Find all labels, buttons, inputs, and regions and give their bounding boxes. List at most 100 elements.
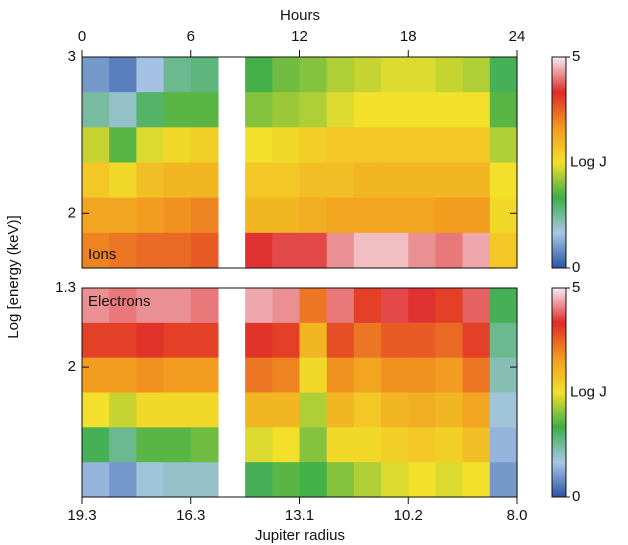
heatmap-cell (462, 92, 491, 128)
heatmap-cell (190, 322, 219, 359)
heatmap-cell (272, 232, 301, 269)
x-tick-label: 19.3 (67, 507, 96, 524)
heatmap-cell (435, 197, 464, 234)
heatmap-cell (435, 427, 464, 463)
heatmap-cell (299, 322, 328, 359)
heatmap-cell (82, 127, 110, 164)
panel-label: Ions (88, 246, 116, 263)
heatmap-cell (326, 232, 355, 269)
x-tick-label: 13.1 (285, 507, 314, 524)
y-tick-label: 1.3 (55, 279, 76, 296)
heatmap-cell (190, 357, 219, 394)
heatmap-cell (489, 392, 518, 428)
heatmap-cell (163, 357, 192, 394)
x-tick-label: 12 (291, 28, 308, 45)
heatmap-cell (489, 57, 518, 93)
heatmap-cell (381, 92, 409, 128)
heatmap-cell (82, 162, 110, 199)
heatmap-cell (136, 288, 165, 324)
heatmap-cell (109, 197, 137, 234)
heatmap-cell (326, 57, 355, 93)
heatmap-cell (381, 427, 409, 463)
heatmap-cell (489, 92, 518, 128)
colorbar-tick-label: 0 (572, 488, 580, 505)
heatmap-cell (381, 57, 409, 93)
heatmap-cell (82, 232, 110, 269)
heatmap-cell (353, 232, 382, 269)
heatmap-cell (109, 92, 137, 128)
heatmap-cell (408, 288, 437, 324)
heatmap-cell (245, 427, 273, 463)
heatmap-cell (136, 197, 165, 234)
heatmap-cell (435, 462, 464, 498)
heatmap-cell (245, 322, 273, 359)
colorbar-label: Log J (570, 383, 607, 400)
heatmap-cell (353, 357, 382, 394)
heatmap-cell (109, 392, 137, 428)
heatmap-cell (326, 162, 355, 199)
heatmap-cell (190, 427, 219, 463)
heatmap-cell (381, 288, 409, 324)
heatmap-cell (435, 357, 464, 394)
x-tick-label: 16.3 (176, 507, 205, 524)
heatmap-cell (163, 427, 192, 463)
heatmap-cell (299, 357, 328, 394)
heatmap-cell (82, 462, 110, 498)
heatmap-cell (353, 462, 382, 498)
heatmap-cell (462, 288, 491, 324)
heatmap-cell (163, 322, 192, 359)
heatmap-cell (245, 127, 273, 164)
heatmap-cell (408, 162, 437, 199)
heatmap-cell (190, 462, 219, 498)
heatmap-cell (272, 127, 301, 164)
heatmap-cell (163, 288, 192, 324)
heatmap-cell (462, 127, 491, 164)
heatmap-cell (109, 357, 137, 394)
heatmap-cell (408, 127, 437, 164)
heatmap-cell (326, 288, 355, 324)
colorbar-tick-label: 0 (572, 259, 580, 276)
heatmap-cell (408, 462, 437, 498)
heatmap-cell (299, 232, 328, 269)
heatmap-cell (190, 57, 219, 93)
heatmap-cell (435, 232, 464, 269)
heatmap-cell (381, 357, 409, 394)
heatmap-cell (489, 127, 518, 164)
heatmap-cell (489, 197, 518, 234)
heatmap-cell (190, 127, 219, 164)
heatmap-cell (82, 322, 110, 359)
heatmap-cell (82, 288, 110, 324)
heatmap-cell (299, 427, 328, 463)
heatmap-cell (462, 197, 491, 234)
x-axis-title: Jupiter radius (255, 527, 345, 544)
heatmap-cell (299, 197, 328, 234)
colorbar (551, 287, 567, 498)
heatmap-cell (272, 392, 301, 428)
heatmap-cell (381, 462, 409, 498)
heatmap-cell (272, 57, 301, 93)
heatmap-cell (435, 322, 464, 359)
heatmap-cell (163, 232, 192, 269)
heatmap-cell (163, 197, 192, 234)
heatmap-cell (353, 57, 382, 93)
heatmap-cell (435, 162, 464, 199)
colorbar-tick-label: 5 (572, 279, 580, 296)
heatmap-cell (462, 162, 491, 199)
x-tick-label: 6 (187, 28, 195, 45)
heatmap-cell (190, 392, 219, 428)
heatmap-cell (190, 162, 219, 199)
heatmap-cell (462, 322, 491, 359)
heatmap-cell (462, 57, 491, 93)
heatmap-cell (136, 357, 165, 394)
heatmap-cell (353, 197, 382, 234)
heatmap-cell (326, 392, 355, 428)
heatmap-cell (299, 57, 328, 93)
heatmap-cell (489, 427, 518, 463)
heatmap-cell (109, 462, 137, 498)
heatmap-cell (408, 357, 437, 394)
x-tick-label: 24 (509, 28, 526, 45)
heatmap-cell (190, 288, 219, 324)
heatmap-cell (245, 57, 273, 93)
heatmap-cell (381, 162, 409, 199)
